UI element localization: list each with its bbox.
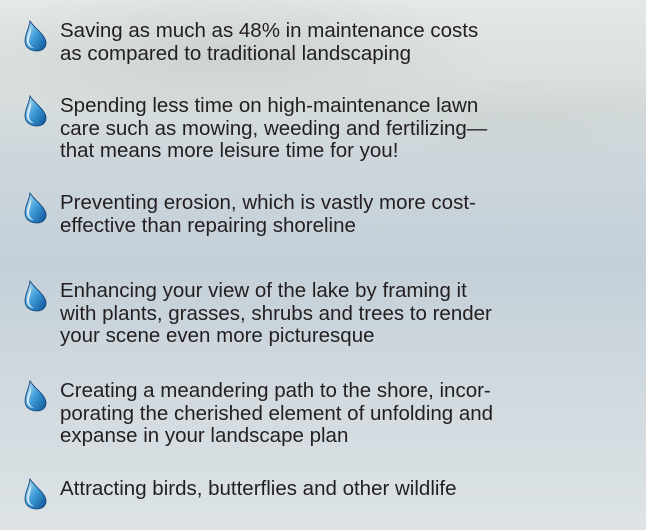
water-drop-icon xyxy=(22,380,48,412)
water-drop-icon xyxy=(22,20,48,52)
bullet-text: expanse in your landscape plan xyxy=(60,425,348,447)
bullet-text: effective than repairing shoreline xyxy=(60,215,356,237)
bullet-text: porating the cherished element of unfold… xyxy=(60,403,493,425)
bullet-text: care such as mowing, weeding and fertili… xyxy=(60,118,487,140)
bullet-text: your scene even more picturesque xyxy=(60,325,375,347)
bullet-text: Saving as much as 48% in maintenance cos… xyxy=(60,20,478,42)
bullet-text: as compared to traditional landscaping xyxy=(60,43,411,65)
water-drop-icon xyxy=(22,280,48,312)
water-drop-icon xyxy=(22,478,48,510)
bullet-text: Attracting birds, butterflies and other … xyxy=(60,478,457,500)
water-drop-icon xyxy=(22,192,48,224)
page: Saving as much as 48% in maintenance cos… xyxy=(0,0,646,530)
bullet-text: with plants, grasses, shrubs and trees t… xyxy=(60,303,492,325)
bullet-text: Spending less time on high-maintenance l… xyxy=(60,95,478,117)
bullet-text: that means more leisure time for you! xyxy=(60,140,398,162)
bullet-text: Preventing erosion, which is vastly more… xyxy=(60,192,476,214)
bullet-text: Enhancing your view of the lake by frami… xyxy=(60,280,467,302)
water-drop-icon xyxy=(22,95,48,127)
bullet-text: Creating a meandering path to the shore,… xyxy=(60,380,491,402)
